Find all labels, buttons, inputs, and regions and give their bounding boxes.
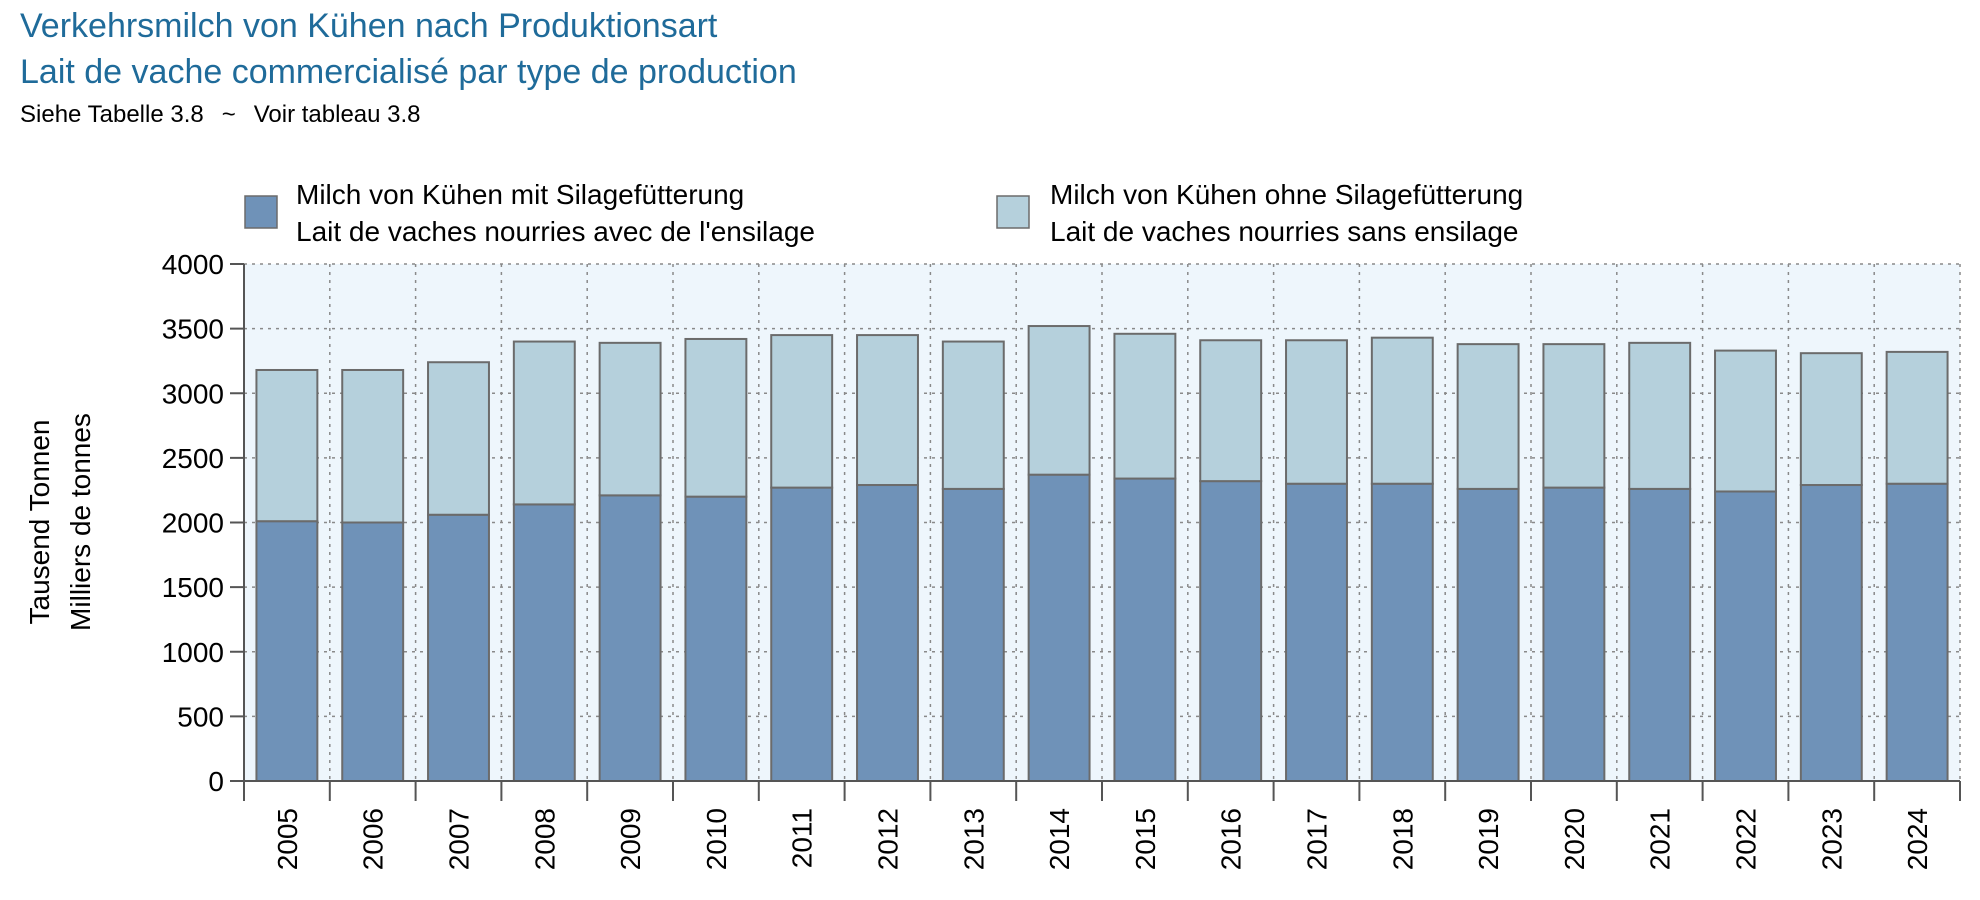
bar-segment-with-silage-2024 xyxy=(1885,482,1949,782)
x-tick-label: 2007 xyxy=(444,808,475,870)
bar-segment-without-silage-2017 xyxy=(1285,339,1348,485)
bar-segment-with-silage-2020 xyxy=(1542,486,1606,782)
chart-title-de: Verkehrsmilch von Kühen nach Produktions… xyxy=(20,7,718,45)
bar-segment-with-silage-2019 xyxy=(1456,487,1520,782)
bar-segment-without-silage-2005 xyxy=(255,368,319,523)
bar-segment-with-silage-2011 xyxy=(770,486,834,782)
bar-segment-without-silage-2013 xyxy=(941,340,1005,490)
legend-label-with-silage-fr: Lait de vaches nourries avec de l'ensila… xyxy=(296,216,815,247)
bar-segment-with-silage-2005 xyxy=(255,520,319,783)
y-tick-label: 3000 xyxy=(162,378,224,409)
y-tick-label: 2000 xyxy=(162,508,224,539)
y-axis-title-fr: Milliers de tonnes xyxy=(65,413,96,631)
y-tick-label: 4000 xyxy=(162,249,224,280)
x-tick-label: 2023 xyxy=(1816,808,1847,870)
bar-segment-without-silage-2023 xyxy=(1799,352,1863,487)
chart-title-fr: Lait de vache commercialisé par type de … xyxy=(20,53,797,91)
subtitle-fr: Voir tableau 3.8 xyxy=(253,101,421,128)
bar-segment-with-silage-2008 xyxy=(512,503,576,782)
bar-segment-without-silage-2018 xyxy=(1370,336,1434,485)
legend-label-without-silage-fr: Lait de vaches nourries sans ensilage xyxy=(1050,216,1519,247)
bar-segment-without-silage-2024 xyxy=(1885,350,1949,485)
x-tick-label: 2020 xyxy=(1559,808,1590,870)
subtitle-de: Siehe Tabelle 3.8 xyxy=(20,101,204,128)
subtitle-separator: ~ xyxy=(221,101,236,128)
bar-segment-with-silage-2010 xyxy=(684,495,748,782)
bar-segment-without-silage-2015 xyxy=(1113,332,1177,480)
x-tick-label: 2022 xyxy=(1731,808,1762,870)
x-tick-label: 2012 xyxy=(873,808,904,870)
legend: Milch von Kühen mit Silagefütterung Lait… xyxy=(244,179,1523,247)
bar-segment-without-silage-2006 xyxy=(341,368,405,524)
bar-segment-with-silage-2023 xyxy=(1799,484,1863,782)
y-tick-label: 3500 xyxy=(162,314,224,345)
x-tick-label: 2018 xyxy=(1387,808,1418,870)
bar-segment-without-silage-2010 xyxy=(684,337,748,498)
x-tick-label: 2005 xyxy=(272,808,303,870)
bar-segment-with-silage-2022 xyxy=(1714,490,1777,782)
bar-segment-without-silage-2008 xyxy=(512,340,576,506)
legend-swatch-without-silage xyxy=(996,195,1030,229)
y-tick-label: 1000 xyxy=(162,637,224,668)
bar-segment-with-silage-2018 xyxy=(1370,482,1434,782)
bar-segment-without-silage-2016 xyxy=(1199,339,1263,483)
x-tick-label: 2008 xyxy=(529,808,560,870)
bar-segment-with-silage-2006 xyxy=(341,521,405,782)
y-tick-label: 2500 xyxy=(162,443,224,474)
chart-subtitle: Siehe Tabelle 3.8 ~ Voir tableau 3.8 xyxy=(20,101,421,129)
bar-segment-without-silage-2011 xyxy=(770,334,834,489)
bar-segment-with-silage-2013 xyxy=(941,487,1005,782)
bar-segment-without-silage-2022 xyxy=(1714,349,1777,493)
x-tick-label: 2015 xyxy=(1130,808,1161,870)
y-axis-title-de: Tausend Tonnen xyxy=(24,420,55,625)
bar-segment-without-silage-2020 xyxy=(1542,343,1606,489)
legend-swatch-with-silage xyxy=(244,195,278,229)
y-tick-label: 1500 xyxy=(162,572,224,603)
bar-segment-with-silage-2017 xyxy=(1285,482,1348,782)
x-tick-label: 2017 xyxy=(1302,808,1333,870)
bar-segment-without-silage-2021 xyxy=(1628,341,1692,490)
axes: 0 500 1000 1500 2000 2500 3000 3500 4000 2005 2006… xyxy=(162,249,1961,870)
x-tick-label: 2016 xyxy=(1216,808,1247,870)
x-tick-label: 2011 xyxy=(787,808,818,868)
bars xyxy=(255,325,1949,783)
x-tick-label: 2014 xyxy=(1044,808,1075,870)
bar-segment-without-silage-2007 xyxy=(427,361,490,516)
bar-segment-with-silage-2009 xyxy=(598,494,662,782)
bar-segment-with-silage-2012 xyxy=(856,484,919,782)
y-axis-title: Tausend Tonnen Milliers de tonnes xyxy=(24,413,96,631)
legend-label-without-silage-de: Milch von Kühen ohne Silagefütterung xyxy=(1050,179,1523,210)
x-tick-label: 2024 xyxy=(1902,808,1933,870)
bar-segment-without-silage-2009 xyxy=(598,341,662,497)
gridlines xyxy=(244,263,1961,781)
x-tick-label: 2021 xyxy=(1645,808,1676,870)
x-tick-label: 2010 xyxy=(701,808,732,870)
x-tick-label: 2019 xyxy=(1473,808,1504,870)
bar-segment-without-silage-2014 xyxy=(1027,325,1091,476)
x-tick-label: 2006 xyxy=(358,808,389,870)
y-tick-label: 0 xyxy=(208,766,224,797)
bar-segment-with-silage-2014 xyxy=(1027,473,1091,782)
y-tick-label: 500 xyxy=(177,701,224,732)
x-tick-label: 2013 xyxy=(958,808,989,870)
bar-segment-with-silage-2016 xyxy=(1199,480,1263,782)
bar-segment-without-silage-2019 xyxy=(1456,343,1520,490)
bar-segment-with-silage-2015 xyxy=(1113,477,1177,782)
bar-segment-without-silage-2012 xyxy=(856,334,919,487)
bar-segment-with-silage-2007 xyxy=(427,513,490,782)
x-tick-label: 2009 xyxy=(615,808,646,870)
bar-segment-with-silage-2021 xyxy=(1628,487,1692,782)
legend-label-with-silage-de: Milch von Kühen mit Silagefütterung xyxy=(296,179,744,210)
